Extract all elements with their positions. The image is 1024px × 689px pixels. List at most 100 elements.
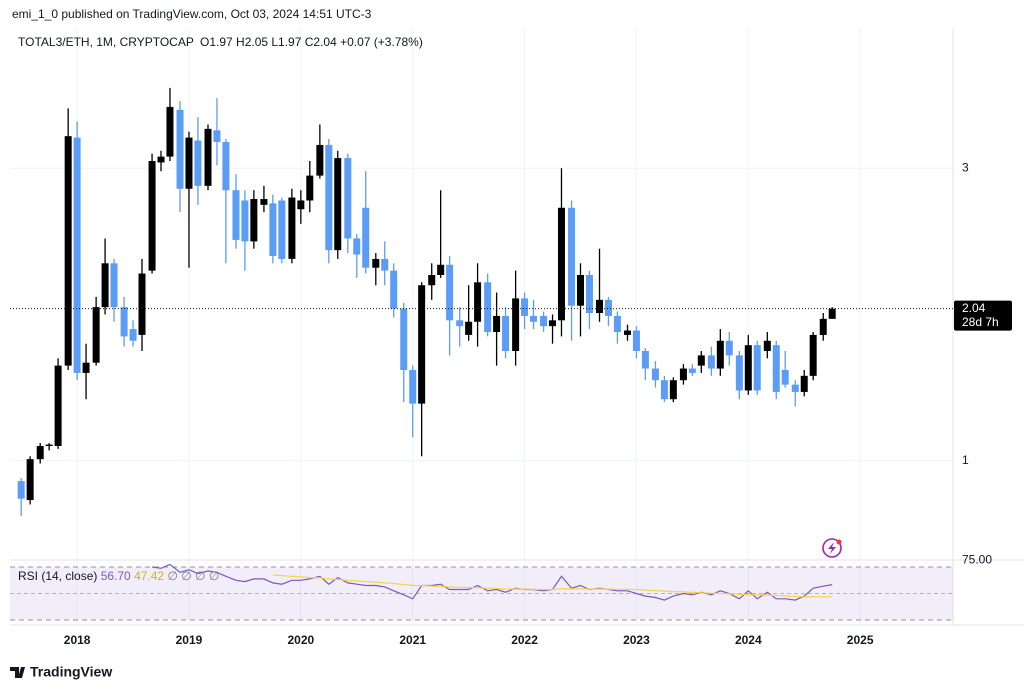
candle-body (623, 330, 631, 335)
candle-body (325, 144, 333, 251)
candle-body (306, 175, 314, 201)
rsi-legend: RSI (14, close) 56.70 47.42 ∅ ∅ ∅ ∅ (18, 569, 219, 583)
candle-body (26, 459, 34, 501)
candle-body (138, 273, 146, 335)
candle-body (707, 355, 715, 369)
candle-body (194, 140, 202, 186)
candle-body (484, 282, 492, 332)
candle-body (120, 307, 128, 337)
candle-body (530, 315, 538, 322)
candle-body (800, 375, 808, 392)
candle-body (735, 355, 743, 391)
candle-body (596, 299, 604, 313)
candle-body (493, 315, 501, 332)
candle-body (465, 321, 473, 335)
candle-body (45, 444, 53, 446)
candle-body (744, 345, 752, 391)
candle-body (73, 137, 81, 373)
candle-body (632, 330, 640, 351)
candle-body (604, 299, 612, 316)
rsi-ma-value: 47.42 (134, 569, 164, 583)
candle-body (791, 384, 799, 392)
footer-logo: TradingView (30, 664, 112, 680)
candle-body (437, 264, 445, 275)
candle-body (381, 258, 389, 271)
candle-body (17, 481, 25, 499)
x-tick-label: 2019 (176, 633, 203, 647)
candle-body (241, 200, 249, 242)
x-tick-label: 2024 (735, 633, 762, 647)
candle-body (148, 161, 156, 271)
candle-body (353, 238, 361, 255)
candle-body (753, 345, 761, 391)
ohlc: O1.97 H2.05 L1.97 C2.04 +0.07 (+3.78%) (200, 35, 423, 49)
lightning-icon[interactable] (822, 538, 842, 558)
candle-body (260, 199, 268, 205)
candle-body (344, 158, 352, 239)
candle-body (428, 275, 436, 286)
candle-body (819, 318, 827, 335)
candle-body (512, 298, 520, 351)
candle-body (213, 130, 221, 142)
rsi-tick-label: 75.00 (962, 553, 992, 567)
candle-body (613, 315, 621, 332)
rsi-value: 56.70 (101, 569, 131, 583)
candle-body (809, 334, 817, 376)
candle-body (288, 197, 296, 259)
candle-body (390, 270, 398, 309)
rsi-extra: ∅ ∅ ∅ ∅ (167, 569, 219, 583)
candle-body (456, 320, 464, 327)
candle-body (781, 370, 789, 385)
rsi-line (152, 563, 833, 601)
candle-body (679, 368, 687, 381)
candle-body (129, 329, 137, 341)
candle-body (222, 142, 230, 191)
candle-body (651, 368, 659, 381)
candle-body (474, 282, 482, 322)
candle-body (568, 207, 576, 306)
candle-body (316, 144, 324, 176)
candle-body (418, 285, 426, 404)
price-label: 2.04 (962, 301, 986, 315)
candle-body (269, 203, 277, 256)
x-tick-label: 2025 (847, 633, 874, 647)
candle-body (585, 275, 593, 313)
candle-body (110, 263, 118, 308)
candle-body (54, 365, 62, 446)
candle-body (372, 258, 380, 268)
candle-body (157, 156, 165, 163)
x-tick-label: 2023 (623, 633, 650, 647)
candle-body (716, 340, 724, 369)
candle-body (362, 207, 370, 268)
price-label-box (954, 300, 1012, 331)
rsi-ma-line (272, 574, 833, 598)
candle-body (540, 315, 548, 327)
candle-body (400, 308, 408, 370)
candle-body (185, 137, 193, 189)
candle-body (297, 200, 305, 210)
candle-body (446, 264, 454, 321)
candle-body (334, 158, 342, 251)
candle-body (697, 355, 705, 366)
candle-body (641, 351, 649, 369)
candle-body (36, 446, 44, 460)
y-tick-label: 1 (962, 453, 969, 467)
y-tick-label: 3 (962, 160, 969, 174)
logo-mark (10, 667, 25, 678)
candle-body (204, 128, 212, 186)
symbol: TOTAL3/ETH, 1M, CRYPTOCAP (18, 35, 194, 49)
candle-body (549, 320, 557, 327)
candle-body (772, 345, 780, 392)
candle-body (92, 307, 100, 363)
candle-body (763, 340, 771, 351)
x-tick-label: 2021 (399, 633, 426, 647)
candle-body (688, 368, 696, 373)
candle-body (660, 380, 668, 400)
candle-body (409, 370, 417, 404)
candle-body (101, 263, 109, 308)
candle-body (278, 200, 286, 259)
candle-body (828, 308, 836, 319)
candle-body (725, 340, 733, 356)
candle-body (166, 106, 174, 157)
